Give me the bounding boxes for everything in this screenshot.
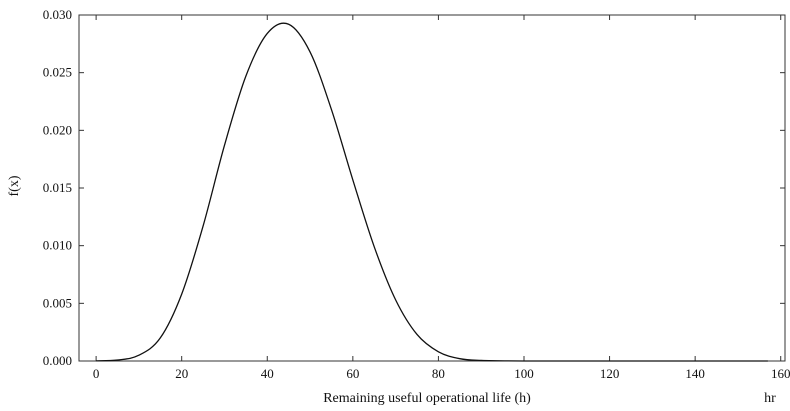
y-tick-label: 0.000 (43, 353, 72, 368)
x-tick-label: 0 (93, 366, 100, 381)
x-axis-ticks: 0 20 40 60 80 100 120 140 160 (93, 15, 790, 381)
series-layer (96, 22, 768, 362)
x-tick-label: 20 (175, 366, 188, 381)
x-tick-label: 100 (514, 366, 534, 381)
y-tick-label: 0.005 (43, 295, 72, 310)
x-tick-label: 120 (600, 366, 620, 381)
y-tick-label: 0.020 (43, 122, 72, 137)
y-axis-ticks: 0.000 0.005 0.010 0.015 0.020 0.025 0.030 (43, 7, 785, 368)
x-tick-label: 60 (346, 366, 359, 381)
x-tick-label: 80 (432, 366, 445, 381)
x-tick-label: 140 (685, 366, 705, 381)
x-tick-label: 40 (261, 366, 274, 381)
y-tick-label: 0.010 (43, 238, 72, 253)
x-tick-label: 160 (771, 366, 790, 381)
x-axis-label: Remaining useful operational life (h) (323, 391, 531, 406)
y-tick-label: 0.030 (43, 7, 72, 22)
x-unit-label: hr (764, 391, 776, 406)
y-axis-label: f(x) (7, 175, 22, 196)
density-curve (96, 22, 768, 362)
plot-frame (78, 14, 786, 362)
y-tick-label: 0.025 (43, 65, 72, 80)
y-tick-label: 0.015 (43, 180, 72, 195)
